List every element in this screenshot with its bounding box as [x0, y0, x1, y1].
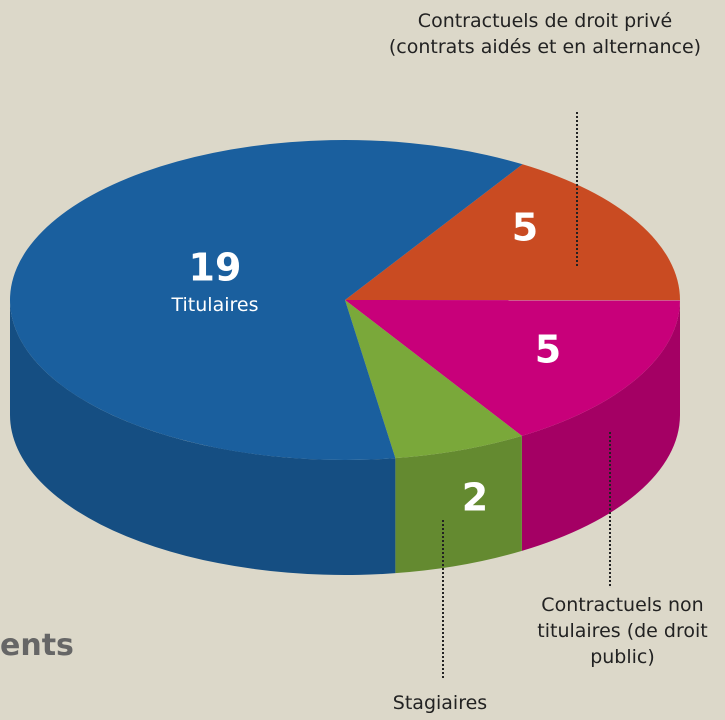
category-label: Stagiaires — [392, 692, 488, 714]
slice — [9, 139, 523, 460]
slice — [345, 300, 680, 436]
value-label: 5 — [535, 328, 561, 372]
slice-side — [10, 300, 396, 575]
slice-side — [521, 300, 680, 551]
value-label: 5 — [512, 206, 538, 250]
value-label: 19 — [189, 246, 242, 290]
caption: ents — [0, 628, 74, 663]
slice — [345, 164, 680, 301]
category-label: Contractuels non titulaires (de droit pu… — [537, 594, 708, 668]
category-label: Contractuels de droit privé (contrats ai… — [388, 10, 702, 58]
slice — [345, 300, 522, 459]
slice-side — [395, 435, 522, 574]
value-label: 2 — [462, 476, 488, 520]
category-label: Titulaires — [171, 294, 259, 316]
